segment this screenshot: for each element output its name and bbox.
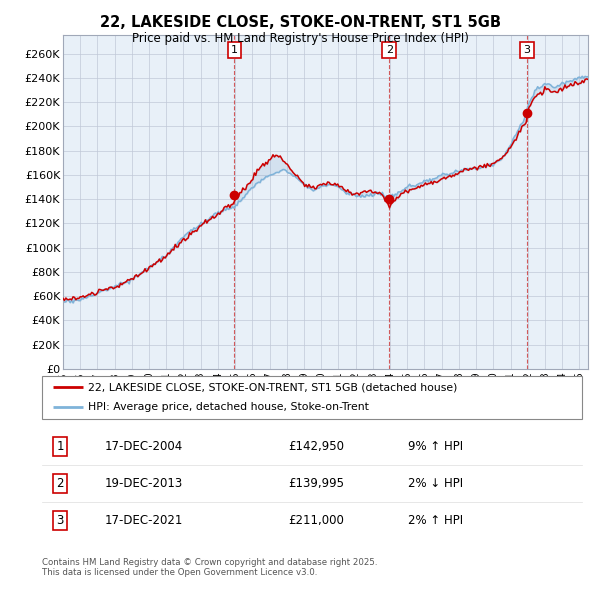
Text: 22, LAKESIDE CLOSE, STOKE-ON-TRENT, ST1 5GB: 22, LAKESIDE CLOSE, STOKE-ON-TRENT, ST1 … [100, 15, 500, 30]
Text: 2% ↑ HPI: 2% ↑ HPI [408, 514, 463, 527]
Text: Price paid vs. HM Land Registry's House Price Index (HPI): Price paid vs. HM Land Registry's House … [131, 32, 469, 45]
Text: HPI: Average price, detached house, Stoke-on-Trent: HPI: Average price, detached house, Stok… [88, 402, 369, 412]
Text: £142,950: £142,950 [288, 440, 344, 453]
Text: £139,995: £139,995 [288, 477, 344, 490]
Text: 1: 1 [56, 440, 64, 453]
Text: 1: 1 [231, 45, 238, 55]
Text: 2% ↓ HPI: 2% ↓ HPI [408, 477, 463, 490]
Text: 22, LAKESIDE CLOSE, STOKE-ON-TRENT, ST1 5GB (detached house): 22, LAKESIDE CLOSE, STOKE-ON-TRENT, ST1 … [88, 382, 457, 392]
Text: 2: 2 [56, 477, 64, 490]
Text: Contains HM Land Registry data © Crown copyright and database right 2025.
This d: Contains HM Land Registry data © Crown c… [42, 558, 377, 577]
Text: 3: 3 [524, 45, 530, 55]
Text: 2: 2 [386, 45, 393, 55]
FancyBboxPatch shape [42, 376, 582, 419]
Text: 9% ↑ HPI: 9% ↑ HPI [408, 440, 463, 453]
Text: 17-DEC-2021: 17-DEC-2021 [105, 514, 184, 527]
Text: 17-DEC-2004: 17-DEC-2004 [105, 440, 183, 453]
Text: 3: 3 [56, 514, 64, 527]
Text: 19-DEC-2013: 19-DEC-2013 [105, 477, 183, 490]
Text: £211,000: £211,000 [288, 514, 344, 527]
